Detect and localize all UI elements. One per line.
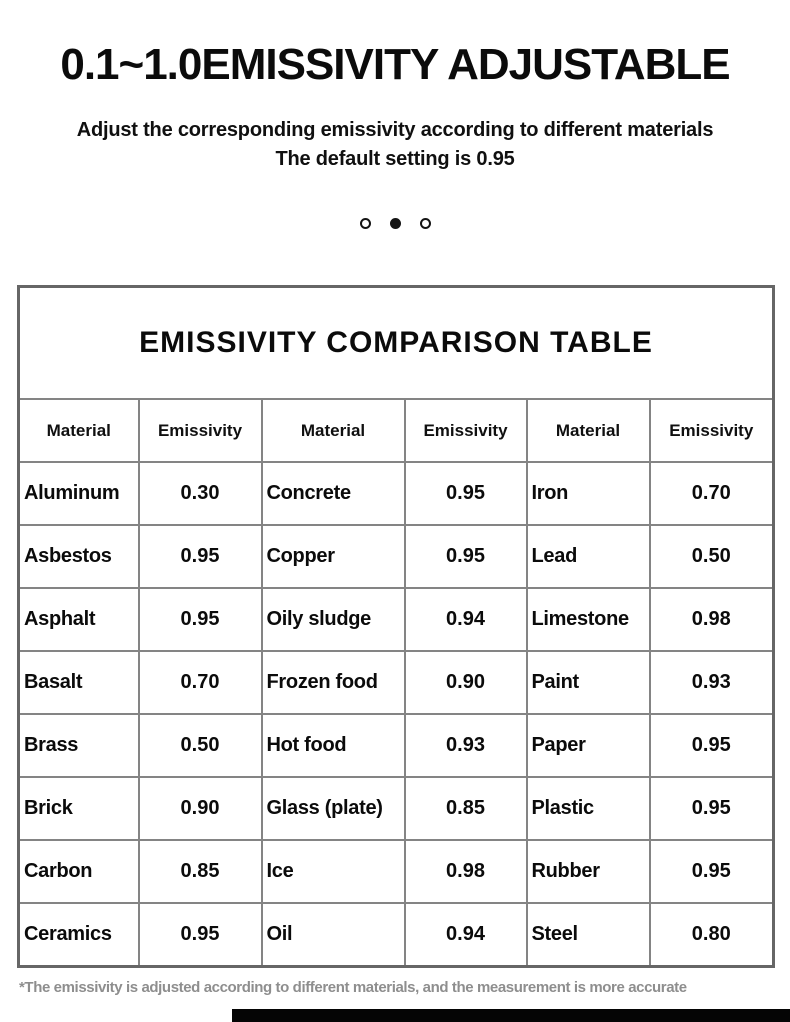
column-header-emissivity-3: Emissivity: [648, 398, 775, 464]
material-cell: Oily sludge: [260, 587, 406, 653]
carousel-dot-2-active[interactable]: [389, 218, 401, 230]
emissivity-value-cell: 0.94: [403, 587, 528, 653]
table-row: Carbon 0.85 Ice 0.98 Rubber 0.95: [17, 839, 775, 905]
material-cell: Lead: [525, 524, 651, 590]
material-cell: Rubber: [525, 839, 651, 905]
subtitle-line-1: Adjust the corresponding emissivity acco…: [76, 119, 714, 142]
emissivity-value-cell: 0.50: [137, 713, 263, 779]
material-cell: Steel: [525, 902, 651, 968]
emissivity-value-cell: 0.95: [648, 713, 775, 779]
emissivity-value-cell: 0.90: [403, 650, 528, 716]
subtitle: Adjust the corresponding emissivity acco…: [0, 116, 790, 174]
emissivity-value-cell: 0.95: [137, 524, 263, 590]
column-header-emissivity-2: Emissivity: [403, 398, 528, 464]
table-row: Aluminum 0.30 Concrete 0.95 Iron 0.70: [17, 461, 775, 527]
material-cell: Ceramics: [17, 902, 140, 968]
emissivity-value-cell: 0.95: [403, 461, 528, 527]
table-row: Ceramics 0.95 Oil 0.94 Steel 0.80: [17, 902, 775, 968]
material-cell: Asphalt: [17, 587, 140, 653]
emissivity-value-cell: 0.93: [648, 650, 775, 716]
carousel-dots: [0, 218, 790, 230]
emissivity-value-cell: 0.95: [648, 839, 775, 905]
subtitle-line-2: The default setting is 0.95: [275, 148, 515, 171]
material-cell: Oil: [260, 902, 406, 968]
material-cell: Limestone: [525, 587, 651, 653]
material-cell: Glass (plate): [260, 776, 406, 842]
material-cell: Hot food: [260, 713, 406, 779]
column-header-material-2: Material: [260, 398, 406, 464]
emissivity-value-cell: 0.94: [403, 902, 528, 968]
material-cell: Carbon: [17, 839, 140, 905]
carousel-dot-3[interactable]: [419, 218, 431, 230]
bottom-section-bar: [232, 1009, 790, 1022]
emissivity-value-cell: 0.50: [648, 524, 775, 590]
column-header-material-1: Material: [17, 398, 140, 464]
emissivity-value-cell: 0.95: [648, 776, 775, 842]
page-title: 0.1~1.0EMISSIVITY ADJUSTABLE: [60, 40, 730, 89]
material-cell: Ice: [260, 839, 406, 905]
material-cell: Paint: [525, 650, 651, 716]
material-cell: Paper: [525, 713, 651, 779]
material-cell: Brass: [17, 713, 140, 779]
material-cell: Plastic: [525, 776, 651, 842]
material-cell: Basalt: [17, 650, 140, 716]
table-title: EMISSIVITY COMPARISON TABLE: [17, 285, 775, 401]
table-row: Brass 0.50 Hot food 0.93 Paper 0.95: [17, 713, 775, 779]
emissivity-value-cell: 0.90: [137, 776, 263, 842]
emissivity-value-cell: 0.95: [137, 902, 263, 968]
material-cell: Concrete: [260, 461, 406, 527]
material-cell: Iron: [525, 461, 651, 527]
column-header-material-3: Material: [525, 398, 651, 464]
material-cell: Brick: [17, 776, 140, 842]
material-cell: Copper: [260, 524, 406, 590]
emissivity-value-cell: 0.85: [137, 839, 263, 905]
table-row: Basalt 0.70 Frozen food 0.90 Paint 0.93: [17, 650, 775, 716]
emissivity-value-cell: 0.98: [648, 587, 775, 653]
emissivity-value-cell: 0.70: [648, 461, 775, 527]
material-cell: Aluminum: [17, 461, 140, 527]
table-section: EMISSIVITY COMPARISON TABLE Material Emis…: [0, 285, 790, 969]
emissivity-value-cell: 0.95: [137, 587, 263, 653]
emissivity-value-cell: 0.70: [137, 650, 263, 716]
emissivity-value-cell: 0.95: [403, 524, 528, 590]
footnote: *The emissivity is adjusted according to…: [19, 979, 687, 997]
material-cell: Asbestos: [17, 524, 140, 590]
table-header-row: Material Emissivity Material Emissivity Mate…: [17, 398, 775, 464]
table-row: Asbestos 0.95 Copper 0.95 Lead 0.50: [17, 524, 775, 590]
emissivity-value-cell: 0.98: [403, 839, 528, 905]
emissivity-value-cell: 0.80: [648, 902, 775, 968]
emissivity-value-cell: 0.85: [403, 776, 528, 842]
table-row: Asphalt 0.95 Oily sludge 0.94 Limestone 0.98: [17, 587, 775, 653]
emissivity-value-cell: 0.30: [137, 461, 263, 527]
carousel-dot-1[interactable]: [359, 218, 371, 230]
emissivity-value-cell: 0.93: [403, 713, 528, 779]
table-title-row: EMISSIVITY COMPARISON TABLE: [17, 285, 775, 401]
column-header-emissivity-1: Emissivity: [137, 398, 263, 464]
table-row: Brick 0.90 Glass (plate) 0.85 Plastic 0.95: [17, 776, 775, 842]
emissivity-table: EMISSIVITY COMPARISON TABLE Material Emis…: [17, 285, 775, 969]
material-cell: Frozen food: [260, 650, 406, 716]
